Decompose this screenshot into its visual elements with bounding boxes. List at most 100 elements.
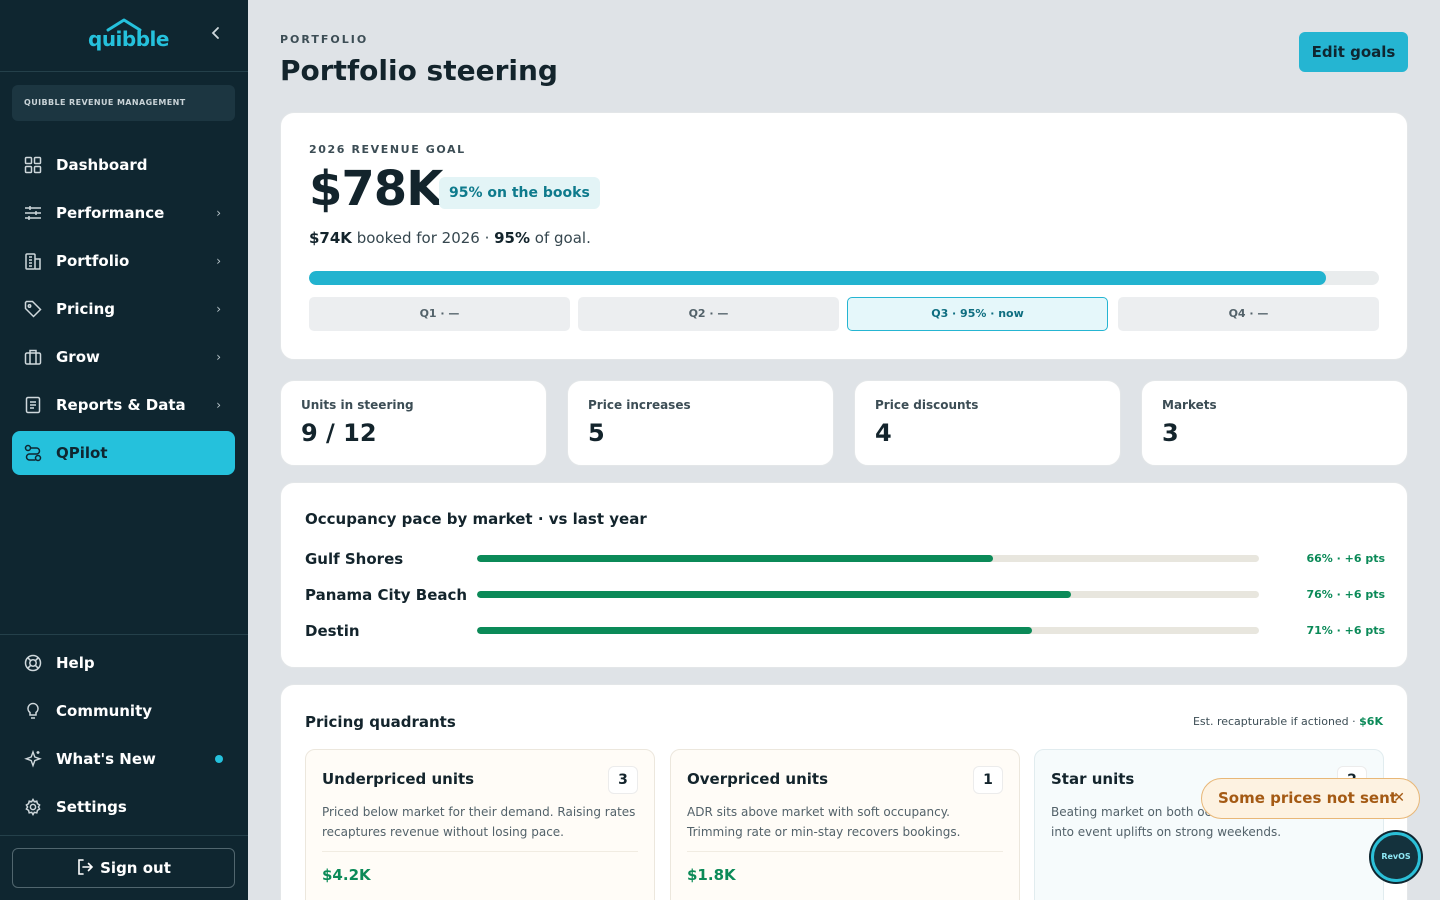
sidebar-item-label: Help: [56, 654, 95, 672]
sidebar-item-label: Grow: [56, 348, 100, 366]
sidebar-item-community[interactable]: Community: [12, 689, 235, 733]
occupancy-row: Gulf Shores 66% · +6 pts: [305, 549, 1385, 569]
sidebar: quibble QUIBBLE REVENUE MANAGEMENT Dashb…: [0, 0, 248, 900]
edit-goals-button[interactable]: Edit goals: [1299, 32, 1408, 72]
pricing-quadrants-card: Pricing quadrants Est. recapturable if a…: [280, 684, 1408, 900]
quadrant-divider: [687, 851, 1003, 852]
quadrant-description: ADR sits above market with soft occupanc…: [687, 805, 961, 839]
occupancy-row: Destin 71% · +6 pts: [305, 621, 1385, 641]
sidebar-divider: [0, 835, 248, 836]
sign-out-button[interactable]: Sign out: [12, 848, 235, 888]
market-name: Destin: [305, 622, 360, 640]
goal-percent-text: of goal.: [530, 229, 591, 247]
sidebar-item-settings[interactable]: Settings: [12, 785, 235, 829]
chevron-right-icon: ›: [216, 206, 221, 220]
revos-assistant-button[interactable]: RevOS: [1371, 832, 1421, 882]
sidebar-item-label: Dashboard: [56, 156, 148, 174]
occupancy-value: 76% · +6 pts: [1306, 588, 1385, 601]
sidebar-item-whats-new[interactable]: What's New: [12, 737, 235, 781]
gear-icon: [25, 798, 41, 816]
booked-amount: $74K: [309, 229, 352, 247]
occupancy-bar-fill: [477, 555, 994, 562]
stat-value: 3: [1162, 419, 1179, 447]
quadrant-title: Star units: [1051, 770, 1135, 788]
goal-status-badge: 95% on the books: [439, 177, 600, 209]
chevron-right-icon: ›: [216, 254, 221, 268]
sign-out-icon: [78, 859, 94, 875]
page-title: Portfolio steering: [280, 54, 558, 87]
sidebar-item-label: Community: [56, 702, 153, 720]
close-icon[interactable]: ✕: [1393, 790, 1405, 806]
occupancy-value: 71% · +6 pts: [1306, 624, 1385, 637]
lifebuoy-icon: [24, 654, 42, 672]
quarter-tabs: Q1 · — Q2 · — Q3 · 95% · now Q4 · —: [309, 297, 1379, 331]
logo-roof-icon: [106, 18, 142, 32]
chevron-left-icon: [211, 27, 219, 39]
sidebar-item-label: Performance: [56, 204, 165, 222]
goal-progress-fill: [309, 271, 1326, 285]
goal-value: $78K: [309, 161, 443, 217]
quibble-logo[interactable]: quibble: [88, 18, 169, 52]
sidebar-item-portfolio[interactable]: Portfolio ›: [12, 239, 235, 283]
collapse-sidebar-button[interactable]: [206, 26, 226, 46]
report-icon: [25, 396, 41, 414]
main-nav: Dashboard Performance › Portfolio › Pric…: [12, 143, 235, 479]
sign-out-label: Sign out: [100, 859, 171, 877]
grid-icon: [24, 156, 42, 174]
occupancy-bar-fill: [477, 627, 1033, 634]
goal-eyebrow: 2026 REVENUE GOAL: [309, 143, 466, 156]
estimate-label: Est. recapturable if actioned ·: [1192, 715, 1360, 728]
occupancy-pace-card: Occupancy pace by market · vs last year …: [280, 482, 1408, 668]
quarter-q2[interactable]: Q2 · —: [578, 297, 839, 331]
quarter-q3[interactable]: Q3 · 95% · now: [847, 297, 1108, 331]
sidebar-item-reports[interactable]: Reports & Data ›: [12, 383, 235, 427]
secondary-nav: Help Community What's New Settings: [12, 641, 235, 833]
sliders-icon: [25, 206, 41, 220]
sidebar-item-dashboard[interactable]: Dashboard: [12, 143, 235, 187]
market-name: Gulf Shores: [305, 550, 404, 568]
stat-card-increases: Price increases 5: [567, 380, 834, 466]
stat-value: 5: [588, 419, 605, 447]
lightbulb-icon: [27, 702, 39, 719]
occupancy-bar-fill: [477, 591, 1072, 598]
goal-summary: $74K booked for 2026 · 95% of goal.: [309, 229, 591, 247]
quadrant-title: Underpriced units: [322, 770, 475, 788]
quadrant-star[interactable]: Star units 2 Beating market on both occu…: [1034, 749, 1384, 900]
briefcase-icon: [24, 349, 42, 365]
quadrant-description: Priced below market for their demand. Ra…: [322, 805, 636, 839]
estimate-value: $6K: [1359, 715, 1383, 728]
stat-card-discounts: Price discounts 4: [854, 380, 1121, 466]
recapturable-estimate: Est. recapturable if actioned · $6K: [1193, 715, 1383, 728]
sidebar-item-label: Reports & Data: [56, 396, 186, 414]
prices-not-sent-toast[interactable]: Some prices not sent ✕: [1201, 778, 1420, 819]
quadrant-underpriced[interactable]: Underpriced units 3 Priced below market …: [305, 749, 655, 900]
sidebar-item-label: QPilot: [56, 444, 108, 462]
sidebar-item-grow[interactable]: Grow ›: [12, 335, 235, 379]
stat-card-markets: Markets 3: [1141, 380, 1408, 466]
quadrant-overpriced[interactable]: Overpriced units 1 ADR sits above market…: [670, 749, 1020, 900]
stat-card-units: Units in steering 9 / 12: [280, 380, 547, 466]
quarter-q1[interactable]: Q1 · —: [309, 297, 570, 331]
workspace-label[interactable]: QUIBBLE REVENUE MANAGEMENT: [12, 85, 235, 121]
stat-label: Units in steering: [301, 398, 414, 412]
occupancy-bar: [477, 591, 1259, 598]
stat-label: Price increases: [588, 398, 691, 412]
sidebar-item-pricing[interactable]: Pricing ›: [12, 287, 235, 331]
sidebar-item-label: Settings: [56, 798, 127, 816]
sidebar-divider: [0, 634, 248, 635]
sidebar-item-performance[interactable]: Performance ›: [12, 191, 235, 235]
logo-row: quibble: [0, 0, 248, 72]
quadrants-title: Pricing quadrants: [305, 713, 456, 731]
page-eyebrow: PORTFOLIO: [280, 33, 369, 46]
occupancy-bar: [477, 627, 1259, 634]
sidebar-item-label: Pricing: [56, 300, 115, 318]
new-indicator-dot: [215, 755, 223, 763]
stat-value: 4: [875, 419, 892, 447]
quadrant-title: Overpriced units: [687, 770, 828, 788]
sidebar-item-label: Portfolio: [56, 252, 130, 270]
sidebar-item-help[interactable]: Help: [12, 641, 235, 685]
sidebar-item-qpilot[interactable]: QPilot: [12, 431, 235, 475]
quarter-q4[interactable]: Q4 · —: [1118, 297, 1379, 331]
quadrant-divider: [322, 851, 638, 852]
occupancy-title: Occupancy pace by market · vs last year: [305, 510, 647, 528]
